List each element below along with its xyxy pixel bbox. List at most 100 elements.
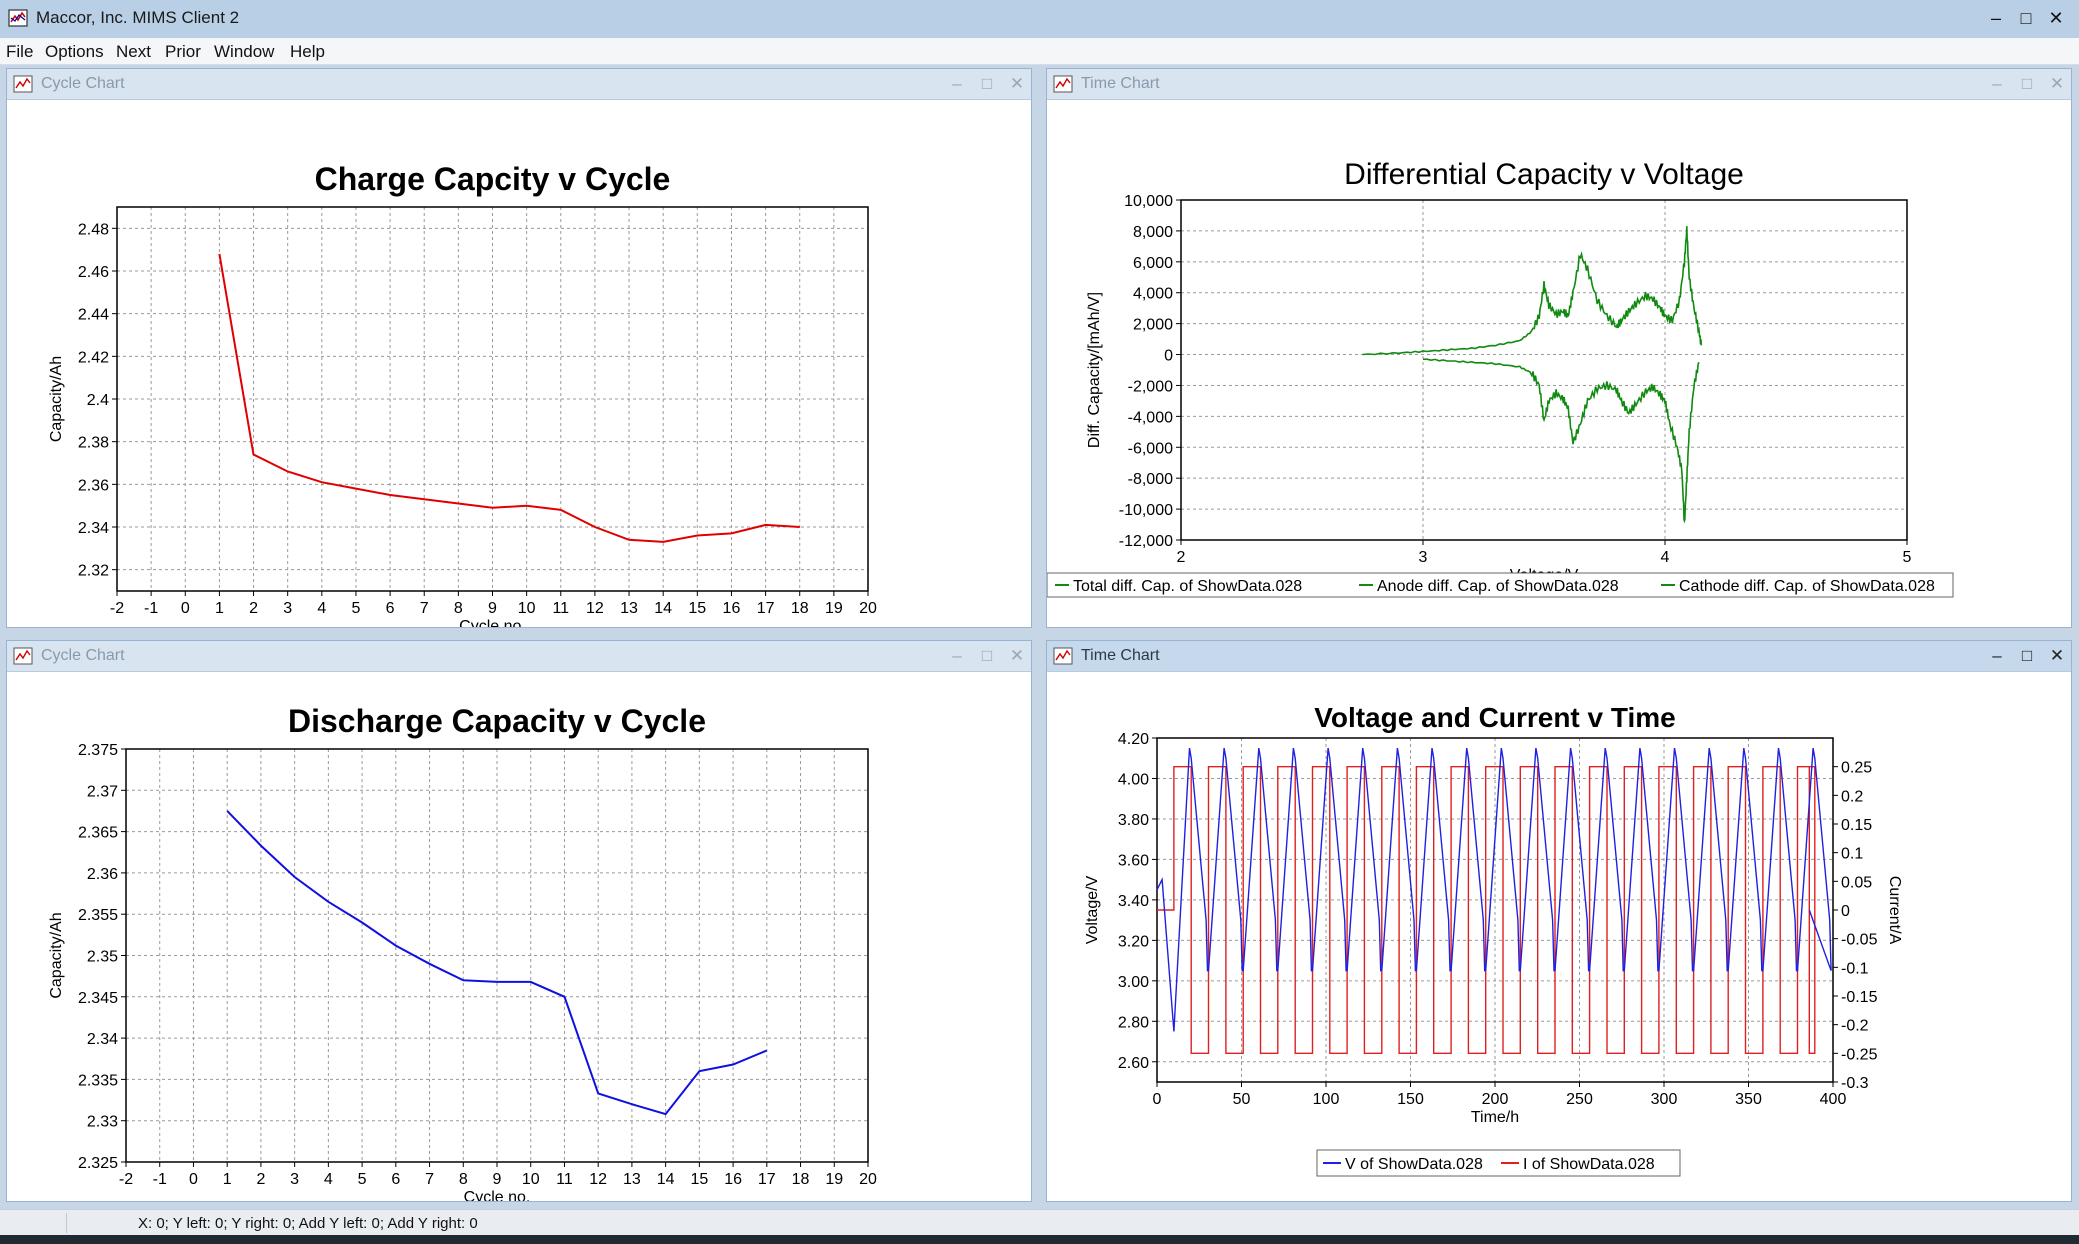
x-tick-label: 16 [724,1171,742,1188]
x-axis-label: Cycle no. [459,618,526,627]
y-tick-label: 3.60 [1118,852,1149,869]
menu-file[interactable]: File [6,42,34,61]
child-maximize-button[interactable]: □ [2021,646,2033,665]
menu-window[interactable]: Window [214,42,275,61]
child-minimize-button[interactable]: – [1992,646,2002,665]
y2-tick-label: 0.05 [1841,874,1872,891]
legend-entry: Total diff. Cap. of ShowData.028 [1073,578,1302,595]
x-tick-label: 4 [1661,549,1670,566]
x-tick-label: 2 [256,1171,265,1188]
x-tick-label: 8 [459,1171,468,1188]
chart-title: Voltage and Current v Time [1314,702,1675,733]
x-tick-label: 3 [290,1171,299,1188]
child-title: Cycle Chart [41,647,125,664]
x-tick-label: 300 [1651,1091,1678,1108]
x-tick-label: 13 [623,1171,641,1188]
x-tick-label: 2 [1177,549,1186,566]
x-tick-label: 150 [1397,1091,1424,1108]
x-tick-label: 18 [791,600,809,617]
chart-window-icon [13,75,33,93]
x-tick-label: 4 [324,1171,333,1188]
cycle-chart-window-charge: Cycle Chart – □ ✕ Charge Capcity v Cycle… [6,68,1032,628]
y-tick-label: 4.20 [1118,731,1149,748]
y-tick-label: 2.42 [78,349,109,366]
chart-title: Differential Capacity v Voltage [1344,158,1744,191]
x-tick-label: 12 [586,600,604,617]
y-tick-label: 2.34 [87,1031,118,1048]
child-title: Time Chart [1081,647,1160,664]
child-maximize-button[interactable]: □ [981,646,993,665]
close-button[interactable]: ✕ [2048,8,2064,28]
chart-window-icon [1053,647,1073,665]
app-title: Maccor, Inc. MIMS Client 2 [36,8,240,27]
legend-entry: Anode diff. Cap. of ShowData.028 [1377,578,1619,595]
y-tick-label: -10,000 [1119,502,1173,519]
y-tick-label: 2.46 [78,264,109,281]
maximize-button[interactable]: □ [2020,8,2032,28]
x-tick-label: 4 [317,600,326,617]
x-tick-label: 20 [859,600,877,617]
x-tick-label: 12 [589,1171,607,1188]
child-titlebar: Cycle Chart – □ ✕ [7,69,1031,100]
x-tick-label: 3 [1419,549,1428,566]
app-chart-icon [8,9,28,27]
x-tick-label: 5 [352,600,361,617]
x-tick-label: 19 [825,1171,843,1188]
x-tick-label: 6 [391,1171,400,1188]
child-maximize-button[interactable]: □ [2021,74,2033,93]
y-tick-label: 3.80 [1118,812,1149,829]
cycle-chart-window-discharge: Cycle Chart – □ ✕ Discharge Capacity v C… [6,640,1032,1202]
child-minimize-button[interactable]: – [952,646,962,665]
child-maximize-button[interactable]: □ [981,74,993,93]
x-tick-label: 50 [1233,1091,1251,1108]
x-tick-label: 1 [215,600,224,617]
x-tick-label: 11 [552,600,569,617]
x-tick-label: -1 [144,600,158,617]
status-bar: X: 0; Y left: 0; Y right: 0; Add Y left:… [0,1209,2079,1236]
minimize-button[interactable]: – [1990,8,2001,28]
x-tick-label: -2 [110,600,124,617]
legend-entry: Cathode diff. Cap. of ShowData.028 [1679,578,1935,595]
y-tick-label: 2,000 [1133,317,1173,334]
menu-next[interactable]: Next [116,42,151,61]
child-title: Cycle Chart [41,75,125,92]
y-tick-label: 2.48 [78,221,109,238]
child-minimize-button[interactable]: – [1992,74,2002,93]
child-close-button[interactable]: ✕ [2049,646,2065,665]
y-tick-label: 8,000 [1133,224,1173,241]
menu-help[interactable]: Help [290,42,325,61]
legend-box [1316,1149,1681,1177]
y-tick-label: 2.375 [78,742,118,759]
charge-capacity-chart: Charge Capcity v Cycle-2 -1 0 1 2 3 4 5 6 7 8 9 10 11… [48,161,877,627]
y-tick-label: -2,000 [1128,378,1173,395]
child-title: Time Chart [1081,75,1160,92]
taskbar-strip [0,1235,2079,1244]
menu-options[interactable]: Options [45,42,104,61]
voltage-series-line [1156,747,1832,1032]
discharge-capacity-series-line [226,810,768,1116]
y-tick-label: 2.44 [78,307,109,324]
y-tick-label: 2.36 [87,866,118,883]
x-tick-label: 350 [1735,1091,1762,1108]
x-tick-label: 17 [757,600,775,617]
child-close-button[interactable]: ✕ [1009,74,1025,93]
y-tick-label: -8,000 [1128,471,1173,488]
x-tick-label: 250 [1566,1091,1593,1108]
y2-tick-label: -0.15 [1841,989,1878,1006]
y-tick-label: 3.40 [1118,893,1149,910]
child-close-button[interactable]: ✕ [2049,74,2065,93]
child-minimize-button[interactable]: – [952,74,962,93]
x-tick-label: -1 [153,1171,167,1188]
menu-prior[interactable]: Prior [165,42,201,61]
y-tick-label: 2.37 [87,783,118,800]
x-axis-label: Cycle no. [464,1189,531,1201]
y-tick-label: -4,000 [1128,409,1173,426]
cursor-readout: X: 0; Y left: 0; Y right: 0; Add Y left:… [138,1215,478,1232]
y-axis-label: Capacity/Ah [48,912,65,998]
current-series-line [1157,765,1816,1054]
x-tick-label: 9 [488,600,497,617]
y-tick-label: 2.35 [87,949,118,966]
y-tick-label: 2.335 [78,1072,118,1089]
x-tick-label: 200 [1482,1091,1509,1108]
child-close-button[interactable]: ✕ [1009,646,1025,665]
